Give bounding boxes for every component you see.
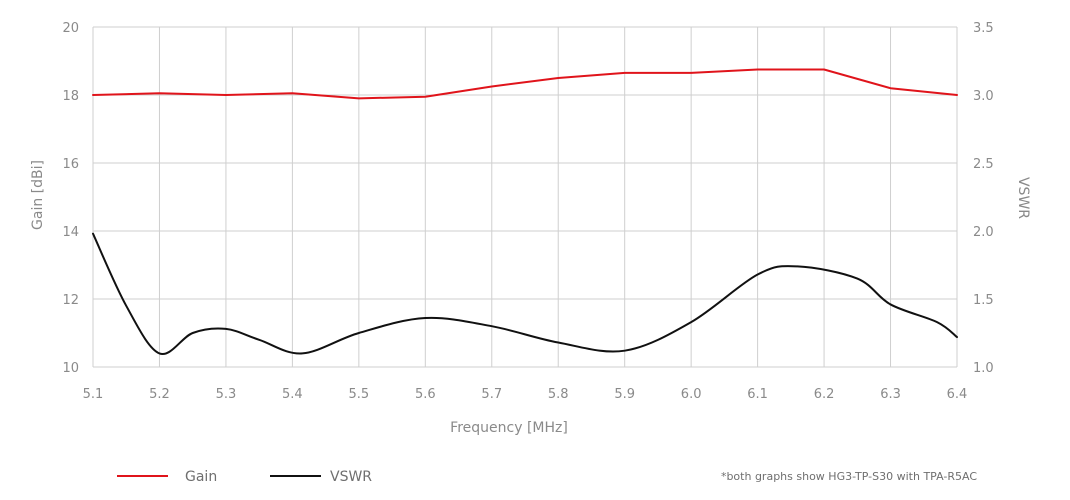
y-tick-label: 10 (62, 361, 79, 376)
y-tick-label: 12 (62, 293, 79, 308)
footnote: *both graphs show HG3-TP-S30 with TPA-R5… (721, 470, 977, 483)
legend-label-gain: Gain (185, 469, 217, 485)
y-tick-label: 14 (62, 225, 79, 240)
x-tick-label: 5.1 (83, 387, 104, 402)
y2-tick-label: 1.5 (973, 293, 994, 308)
x-tick-label: 5.8 (548, 387, 569, 402)
x-tick-label: 5.5 (349, 387, 370, 402)
y2-tick-labels: 1.0 1.5 2.0 2.5 3.0 3.5 (973, 21, 994, 376)
legend: Gain VSWR (117, 469, 372, 485)
x-tick-label: 5.3 (216, 387, 237, 402)
y-axis-title: Gain [dBi] (30, 160, 46, 230)
y-tick-labels: 10 12 14 16 18 20 (62, 21, 79, 376)
x-tick-label: 5.6 (415, 387, 436, 402)
series-line-gain (92, 68, 958, 100)
grid (92, 26, 958, 368)
x-tick-label: 5.7 (481, 387, 502, 402)
x-tick-labels: 5.1 5.2 5.3 5.4 5.5 5.6 5.7 5.8 5.9 6.0 6.1 6.2 6.3 6… (83, 387, 968, 402)
x-tick-label: 5.2 (149, 387, 170, 402)
x-tick-label: 6.4 (947, 387, 968, 402)
x-tick-label: 6.3 (880, 387, 901, 402)
series-lines (92, 68, 958, 355)
x-tick-label: 5.4 (282, 387, 303, 402)
y2-axis-title: VSWR (1015, 177, 1031, 219)
y2-tick-label: 1.0 (973, 361, 994, 376)
x-tick-label: 5.9 (614, 387, 635, 402)
y-tick-label: 20 (62, 21, 79, 36)
y2-tick-label: 3.5 (973, 21, 994, 36)
y2-tick-label: 3.0 (973, 89, 994, 104)
x-tick-label: 6.1 (747, 387, 768, 402)
legend-label-vswr: VSWR (330, 469, 372, 485)
y2-tick-label: 2.0 (973, 225, 994, 240)
x-tick-label: 6.0 (681, 387, 702, 402)
y-tick-label: 16 (62, 157, 79, 172)
x-tick-label: 6.2 (814, 387, 835, 402)
y2-tick-label: 2.5 (973, 157, 994, 172)
y-tick-label: 18 (62, 89, 79, 104)
x-axis-title: Frequency [MHz] (450, 420, 568, 436)
series-line-vswr (92, 232, 958, 355)
